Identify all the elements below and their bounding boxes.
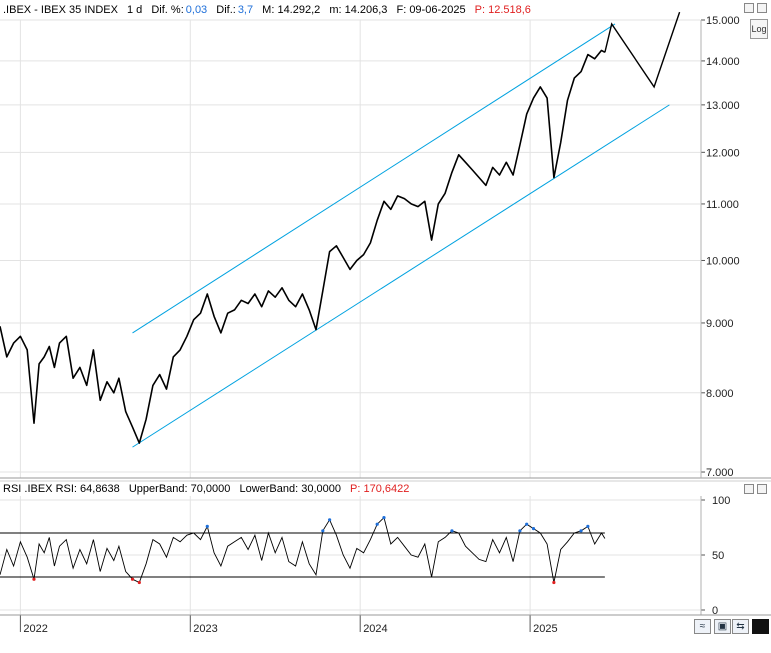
price-y-axis: 7.000 8.000 9.000 10.000 11.000 12.000 13.000 1… <box>701 15 740 479</box>
rsi-oversold-point <box>32 577 36 581</box>
rsi-maximize-button[interactable] <box>757 484 767 494</box>
rsi-tick-label: 100 <box>712 495 730 507</box>
dif-label: Dif.: 3,7 <box>216 4 253 16</box>
price-tick-label: 11.000 <box>706 199 739 211</box>
rsi-lower-label: LowerBand: 30,0000 <box>239 483 341 495</box>
dif-value: 3,7 <box>237 4 254 16</box>
main-header: .IBEX - IBEX 35 INDEX 1 d Dif. %: 0,03 Di… <box>3 3 537 17</box>
price-tick-label: 10.000 <box>706 255 740 267</box>
price-tick-label: 8.000 <box>706 388 734 400</box>
price-series <box>0 49 606 444</box>
save-icon[interactable]: ▣ <box>714 619 731 634</box>
rsi-overbought-point <box>328 518 332 522</box>
rsi-tick-label: 50 <box>712 550 724 562</box>
date-label: F: 09-06-2025 <box>396 4 466 16</box>
price-tick-label: 7.000 <box>706 467 734 479</box>
year-tick-label: 2024 <box>363 623 387 635</box>
price-tick-label: 12.000 <box>706 147 740 159</box>
rsi-label: RSI .IBEX RSI: 64,8638 <box>3 483 120 495</box>
arrange-icon[interactable]: ⇆ <box>732 619 749 634</box>
log-scale-button[interactable]: Log <box>750 19 768 39</box>
min-label: m: 14.206,3 <box>329 4 388 16</box>
max-label: M: 14.292,2 <box>262 4 321 16</box>
rsi-overbought-point <box>518 529 522 533</box>
rsi-bands <box>0 532 605 578</box>
color-icon[interactable] <box>752 619 769 634</box>
year-tick-label: 2023 <box>193 623 217 635</box>
rsi-overbought-point <box>531 527 536 531</box>
rsi-upper-label: UpperBand: 70,0000 <box>128 483 231 495</box>
price-tick-label: 15.000 <box>706 15 740 27</box>
rsi-overbought-point <box>586 524 590 529</box>
projection-label: P: 12.518,6 <box>474 4 531 16</box>
price-tick-label: 13.000 <box>706 100 740 112</box>
projection-line <box>604 11 681 89</box>
rsi-overbought-point <box>205 524 209 529</box>
dif-pct-label: Dif. %: 0,03 <box>151 4 207 16</box>
rsi-grid <box>0 496 700 615</box>
rsi-oversold-point <box>552 580 556 585</box>
projection-series <box>604 11 681 89</box>
rsi-overbought-point <box>382 516 386 520</box>
rsi-tick-label: 0 <box>712 605 718 617</box>
rsi-y-axis: 0 50 100 <box>701 495 730 617</box>
rsi-header: RSI .IBEX RSI: 64,8638 UpperBand: 70,000… <box>3 482 415 496</box>
rsi-overbought-point <box>375 522 379 526</box>
minimize-pane-button[interactable] <box>744 3 754 13</box>
rsi-series <box>0 516 606 585</box>
dif-caption: Dif.: <box>216 4 236 16</box>
rsi-projection-label: P: 170,6422 <box>350 483 410 495</box>
maximize-pane-button[interactable] <box>757 3 767 13</box>
year-tick-label: 2025 <box>533 623 557 635</box>
price-tick-label: 14.000 <box>706 56 740 68</box>
time-axis: 2022 2023 2024 2025 <box>19 615 558 635</box>
rsi-overbought-point <box>321 529 325 533</box>
rsi-overbought-point <box>450 529 454 533</box>
price-tick-label: 9.000 <box>706 318 734 330</box>
channel-upper-line <box>132 23 616 334</box>
dif-pct-value: 0,03 <box>185 4 208 16</box>
rsi-overbought-point <box>525 522 529 526</box>
rsi-oversold-point <box>130 577 135 581</box>
rsi-line <box>0 516 606 584</box>
rsi-minimize-button[interactable] <box>744 484 754 494</box>
rsi-overbought-point <box>579 529 583 533</box>
channel-lower-line <box>132 104 670 448</box>
channel-lines <box>132 23 670 448</box>
price-grid <box>0 19 700 478</box>
zoom-icon[interactable]: ≈ <box>694 619 711 634</box>
rsi-oversold-point <box>137 580 141 585</box>
price-line <box>0 49 606 444</box>
symbol-label: .IBEX - IBEX 35 INDEX <box>3 4 118 16</box>
year-tick-label: 2022 <box>23 623 47 635</box>
interval-label: 1 d <box>127 4 143 16</box>
dif-pct-caption: Dif. %: <box>151 4 184 16</box>
